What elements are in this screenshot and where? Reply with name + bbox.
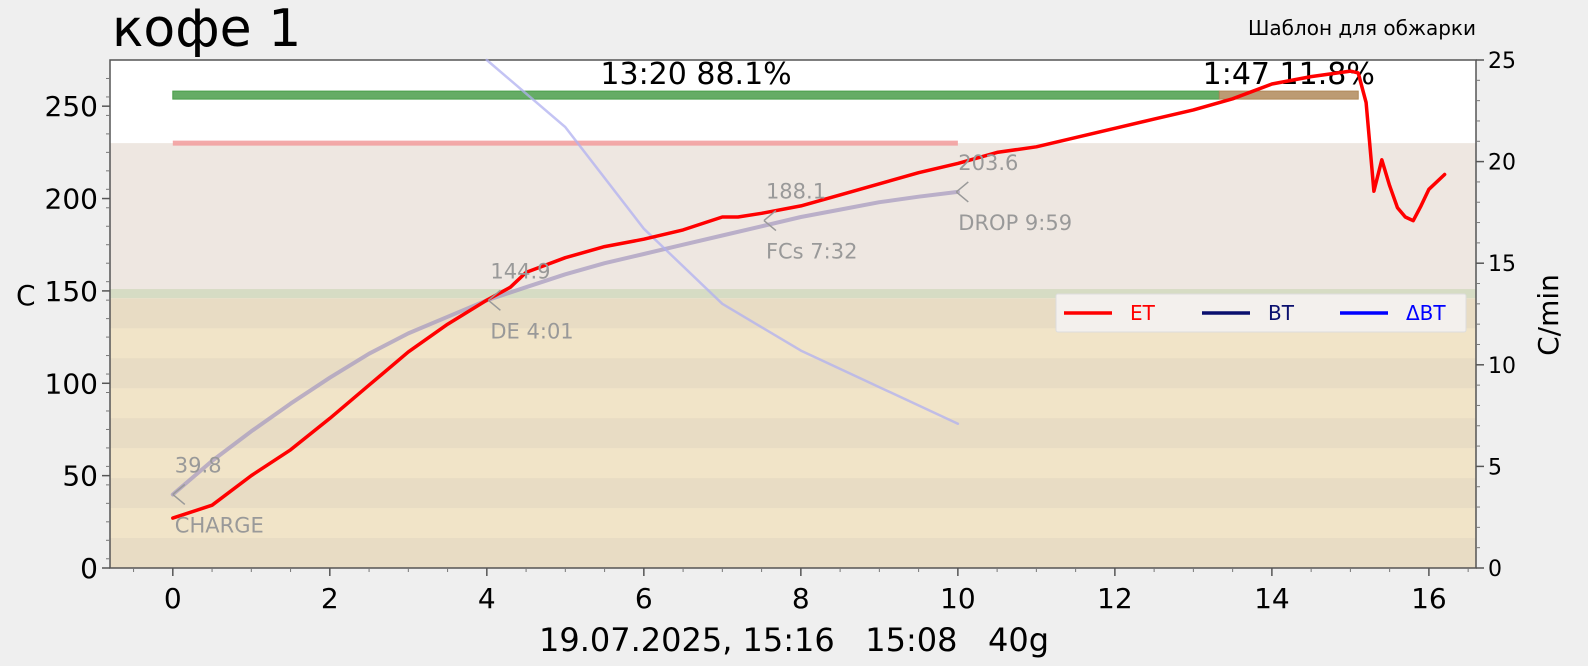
phase-band-drying xyxy=(110,328,1476,359)
x-tick-label: 12 xyxy=(1097,582,1133,615)
y2-tick-label: 10 xyxy=(1488,354,1516,379)
legend-label: ET xyxy=(1130,301,1156,325)
annotation-pointer xyxy=(487,299,501,311)
x-tick-label: 6 xyxy=(635,582,653,615)
y-tick-label: 250 xyxy=(45,90,98,123)
phase-band-boundary xyxy=(110,289,1476,299)
y2-tick-label: 20 xyxy=(1488,151,1516,176)
phase-label: 13:20 88.1% xyxy=(600,57,791,92)
annotation-value: 144.9 xyxy=(490,259,550,283)
y-tick-label: 200 xyxy=(45,183,98,216)
x-tick-label: 14 xyxy=(1254,582,1290,615)
chart-subtitle: Шаблон для обжарки xyxy=(1248,16,1476,40)
phase-bar xyxy=(172,90,1220,100)
phase-bars: 13:20 88.1% 1:47 11.8% xyxy=(172,57,1375,146)
x-tick-label: 2 xyxy=(321,582,339,615)
annotation-value: 39.8 xyxy=(175,453,222,477)
legend-box xyxy=(1055,293,1467,333)
x-tick-label: 8 xyxy=(792,582,810,615)
phase-band-drying xyxy=(110,388,1476,419)
series-et-line xyxy=(171,69,1447,520)
y2-tick-label: 15 xyxy=(1488,252,1516,277)
chart-title: кофе 1 xyxy=(112,0,301,59)
y2-tick-label: 0 xyxy=(1488,557,1502,582)
x-tick-label: 4 xyxy=(478,582,496,615)
annotations: 39.8 CHARGE 144.9 DE 4:01 188.1 FCs 7:32 203.6… xyxy=(172,151,1072,537)
annotation-pointer xyxy=(763,209,777,222)
annotation-event: CHARGE xyxy=(175,513,264,537)
chart-footer: 19.07.2025, 15:16 15:08 40g xyxy=(539,621,1049,659)
phase-band-drying xyxy=(110,478,1476,509)
phase-band-drying xyxy=(110,448,1476,479)
annotation-pointer xyxy=(172,493,186,506)
annotation-event: DROP 9:59 xyxy=(958,211,1072,235)
annotation-pointer xyxy=(955,191,969,203)
legend-label: BT xyxy=(1268,301,1295,325)
annotation-pointer xyxy=(487,289,501,301)
x-tick-label: 16 xyxy=(1411,582,1447,615)
annotation-pointer xyxy=(955,181,969,193)
series xyxy=(170,58,1447,520)
y-tick-label: 100 xyxy=(45,367,98,400)
phase-bar xyxy=(1218,90,1359,100)
y2-tick-label: 5 xyxy=(1488,455,1502,480)
y2-axis-label: C/min xyxy=(1532,274,1565,356)
background-delta-bt-line xyxy=(485,58,960,425)
y2-tick-label: 25 xyxy=(1488,49,1516,74)
reference-bar xyxy=(172,140,958,146)
x-tick-label: 10 xyxy=(940,582,976,615)
y-tick-label: 50 xyxy=(62,460,98,493)
annotation-value: 188.1 xyxy=(766,180,826,204)
annotation-value: 203.6 xyxy=(958,151,1018,175)
annotation-event: FCs 7:32 xyxy=(766,240,858,264)
axes: 0 2 4 6 8 10 12 14 16 0 50 100 150 200 250 0 5 10 15 20 25 xyxy=(45,49,1516,615)
legend-label: ΔBT xyxy=(1406,301,1446,325)
y-tick-label: 0 xyxy=(80,552,98,585)
annotation-pointer xyxy=(763,219,777,232)
background-bt-line xyxy=(170,189,960,497)
phase-band-drying xyxy=(110,358,1476,389)
y-axis-label: C xyxy=(16,279,36,312)
phase-band-drying xyxy=(110,508,1476,539)
annotation-pointer xyxy=(172,483,186,496)
phase-band-drying xyxy=(110,418,1476,449)
x-tick-label: 0 xyxy=(164,582,182,615)
phase-band-drying xyxy=(110,538,1476,569)
plot-frame xyxy=(109,59,1477,569)
legend: ET BT ΔBT xyxy=(1055,293,1467,333)
y-tick-label: 150 xyxy=(45,275,98,308)
annotation-event: DE 4:01 xyxy=(490,319,573,343)
phase-label: 1:47 11.8% xyxy=(1203,57,1375,92)
